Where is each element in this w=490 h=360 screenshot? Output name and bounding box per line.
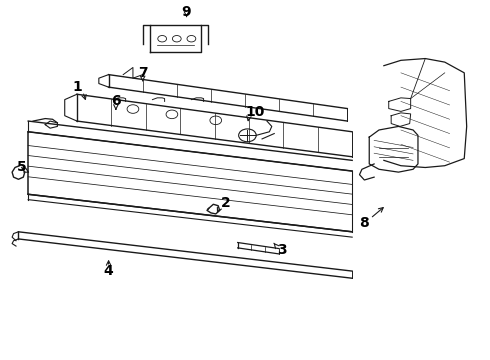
Text: 7: 7 [138,66,147,80]
Text: 8: 8 [360,216,369,230]
Text: 3: 3 [277,243,286,257]
Text: 9: 9 [182,5,192,19]
Text: 5: 5 [17,161,27,175]
Text: 10: 10 [245,105,265,119]
Text: 6: 6 [111,94,121,108]
Text: 2: 2 [220,196,230,210]
Text: 4: 4 [104,264,114,278]
Text: 1: 1 [72,80,82,94]
